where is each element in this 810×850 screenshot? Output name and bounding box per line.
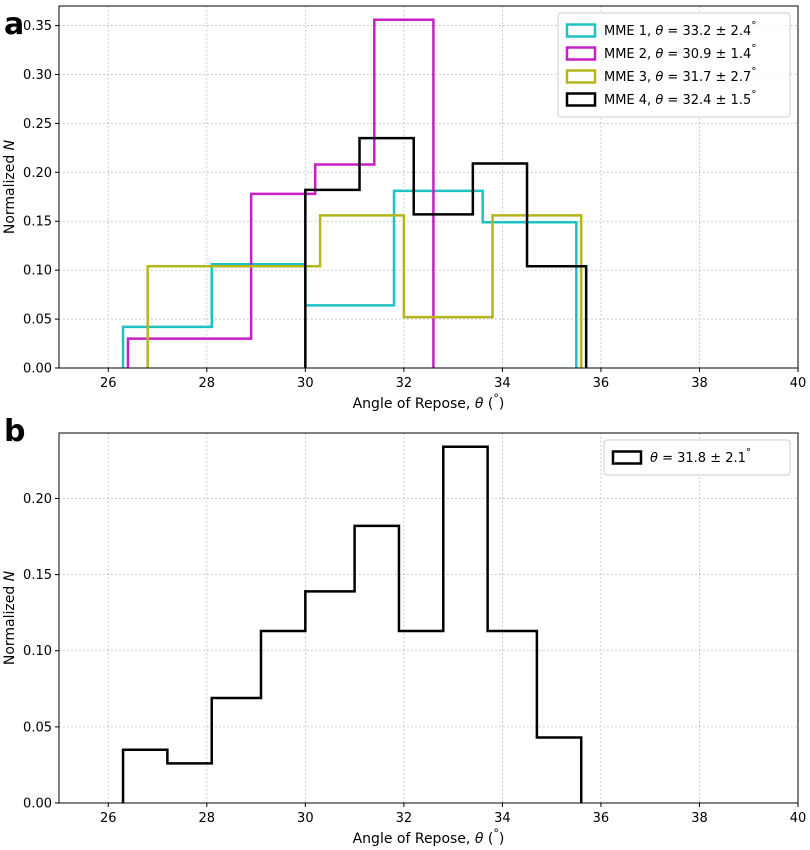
x-tick-label: 30 [297, 811, 314, 826]
panel-b: 26 28 30 32 34 36 38 40 0.00 0.05 0.10 0.15 0.20 Angl… [2, 414, 806, 847]
histogram-series-2 [126, 18, 435, 368]
x-tick-label: 30 [297, 376, 314, 391]
x-tick-label: 26 [100, 811, 117, 826]
legend-label: MME 1, θ = 33.2 ± 2.4° [604, 20, 756, 39]
y-tick-label: 0.00 [23, 797, 52, 812]
x-tick-label: 38 [691, 811, 708, 826]
x-tick-label: 40 [790, 811, 807, 826]
histogram-series-1 [121, 189, 578, 368]
legend: MME 1, θ = 33.2 ± 2.4° MME 2, θ = 30.9 ± … [557, 12, 791, 118]
legend-swatch [565, 92, 597, 107]
panel-letter: b [4, 414, 25, 449]
x-tick-label: 32 [396, 376, 413, 391]
y-tick-label: 0.10 [23, 264, 52, 279]
y-tick-label: 0.30 [23, 68, 52, 83]
y-tick-label: 0.15 [23, 568, 52, 583]
y-tick-label: 0.10 [23, 644, 52, 659]
y-tick-label: 0.35 [23, 19, 52, 34]
x-tick-label: 34 [494, 376, 511, 391]
legend-label: θ = 31.8 ± 2.1° [650, 447, 751, 466]
x-tick-label: 40 [790, 376, 807, 391]
panel-a: 26 28 30 32 34 36 38 40 0.00 0.05 0.10 0.15 0.20 0.25… [2, 5, 807, 413]
x-tick-label: 32 [396, 811, 413, 826]
x-tick-label: 36 [593, 376, 610, 391]
legend-box [603, 439, 791, 476]
legend-swatch [565, 69, 597, 84]
legend-label: MME 4, θ = 32.4 ± 1.5° [604, 89, 756, 108]
axes-frame [58, 5, 799, 369]
y-tick-label: 0.15 [23, 215, 52, 230]
x-tick-label: 28 [199, 811, 216, 826]
legend: θ = 31.8 ± 2.1° [603, 439, 791, 476]
y-axis-title: Normalized N [2, 570, 18, 665]
x-tick-label: 38 [691, 376, 708, 391]
axes-frame [58, 432, 799, 804]
legend-box [557, 12, 791, 118]
legend-swatch [611, 450, 643, 465]
x-axis-title: Angle of Repose, θ (°) [353, 827, 505, 848]
y-tick-label: 0.00 [23, 362, 52, 377]
x-tick-label: 34 [494, 811, 511, 826]
legend-label: MME 2, θ = 30.9 ± 1.4° [604, 43, 756, 62]
legend-label: MME 3, θ = 31.7 ± 2.7° [604, 66, 756, 85]
histogram-series-1 [121, 445, 583, 803]
legend-swatch [565, 23, 597, 38]
y-tick-label: 0.20 [23, 166, 52, 181]
x-tick-label: 36 [593, 811, 610, 826]
x-axis-title: Angle of Repose, θ (°) [353, 392, 505, 413]
y-tick-label: 0.25 [23, 117, 52, 132]
y-tick-label: 0.05 [23, 720, 52, 735]
y-tick-label: 0.20 [23, 492, 52, 507]
panel-letter: a [4, 7, 24, 42]
histogram-series-3 [146, 214, 583, 368]
y-tick-label: 0.05 [23, 313, 52, 328]
x-tick-label: 26 [100, 376, 117, 391]
x-tick-label: 28 [199, 376, 216, 391]
histogram-series-4 [304, 136, 588, 368]
legend-swatch [565, 46, 597, 61]
y-axis-title: Normalized N [2, 139, 18, 234]
